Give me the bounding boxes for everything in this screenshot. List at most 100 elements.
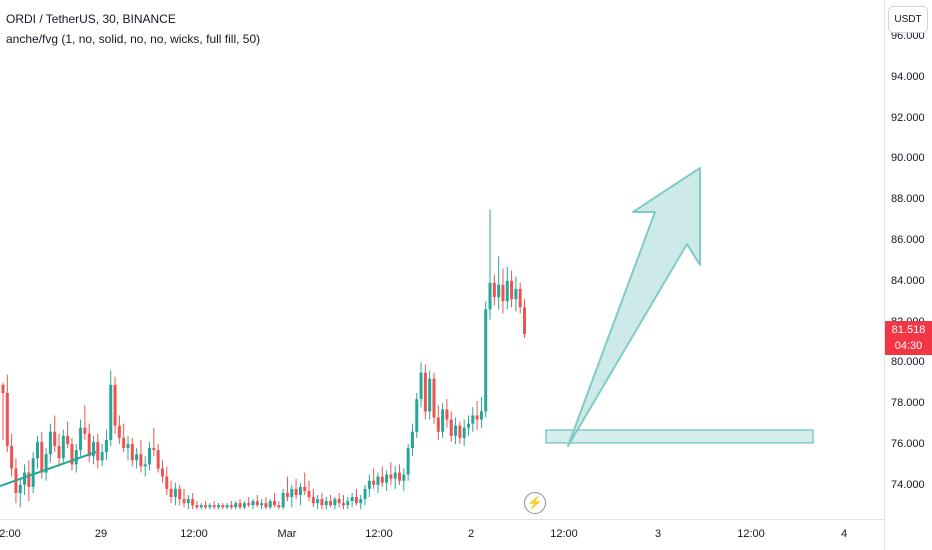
price-tick: 76.000 [891,438,925,450]
candle [497,256,501,310]
time-axis[interactable]: 2:00 29 12:00 Mar 12:00 2 12:00 3 12:00 4 [0,519,884,550]
chart-canvas[interactable] [0,0,884,519]
candle [488,209,492,320]
candle [44,448,48,481]
candle [53,415,57,453]
candle [221,503,225,510]
candle [178,484,182,506]
candle [264,497,268,510]
candle [48,423,52,463]
candle [367,474,371,498]
candle [510,270,514,308]
candle [139,439,143,473]
candle [31,452,35,493]
candle [96,433,100,469]
candle [436,405,440,440]
candle [298,482,302,506]
candle [359,495,363,510]
candle [316,495,320,510]
candle [61,429,65,465]
candle [225,503,229,510]
candle [109,370,113,447]
symbol-title[interactable]: ORDI / TetherUS, 30, BINANCE [6,12,176,26]
candle [363,484,367,506]
time-tick: 4 [840,528,848,540]
candle [217,503,220,510]
candle [117,415,121,444]
fvg-rectangle[interactable] [545,429,814,444]
candle [160,460,164,483]
candle [341,495,345,510]
chart-legend: ORDI / TetherUS, 30, BINANCE anche/fvg (… [6,9,260,49]
candle [92,435,96,465]
candle [277,501,281,510]
time-tick: 2 [467,528,475,540]
candle [385,470,389,491]
candle [27,460,31,502]
time-tick: 12:00 [180,528,208,540]
candle [148,441,152,471]
candle [346,497,350,510]
candle [122,423,126,453]
candle [402,468,406,491]
candle [23,464,27,495]
candle [311,488,315,508]
price-tick: 74.000 [891,478,925,491]
candle [389,462,393,485]
candle [173,482,177,506]
candle [247,497,251,508]
candle [18,478,22,508]
candle [518,282,522,314]
candle [337,492,341,508]
candle [242,501,246,510]
candle [212,501,216,510]
candle [182,488,186,508]
candle [135,448,139,469]
indicator-title[interactable]: anche/fvg (1, no, solid, no, no, wicks, … [6,32,261,46]
trend-line[interactable] [0,451,97,487]
candle [126,435,130,461]
candle [492,274,496,306]
candle [79,419,83,457]
candle [441,403,445,438]
chart-pane[interactable]: ORDI / TetherUS, 30, BINANCE anche/fvg (… [0,0,884,519]
candle [195,501,199,510]
last-price-value: 81.518 [891,324,926,336]
candle [238,499,242,510]
candle [423,364,427,420]
time-tick: 29 [94,528,108,540]
candle [143,456,147,477]
arrow-drawing[interactable] [567,167,701,447]
candle [458,421,462,444]
candle [333,497,337,510]
price-tick: 80.000 [891,356,925,369]
price-tick: 90.000 [891,152,925,165]
candle [479,397,483,428]
candle [523,299,527,338]
price-tick: 96.000 [891,30,925,42]
price-tick: 84.000 [891,274,925,287]
candle [410,423,414,457]
candle [505,266,509,310]
bar-countdown: 04:30 [894,340,923,352]
candle [484,301,488,418]
currency-button[interactable]: USDT [888,6,928,33]
lightning-icon[interactable]: ⚡ [524,492,546,514]
candle [152,427,156,457]
candle [10,433,14,477]
candle [320,492,324,510]
candle [229,501,233,510]
candle [5,374,9,453]
candle [307,480,311,502]
candle [398,464,402,485]
price-axis[interactable]: 96.000 94.000 92.000 90.000 88.000 86.000 84.0… [884,0,932,550]
candle [268,499,272,510]
time-tick: 12:00 [365,528,393,540]
last-price-label: 81.518 04:30 [885,321,932,355]
price-tick: 94.000 [891,70,925,83]
candle [466,415,470,436]
candle [454,417,458,444]
time-tick: 2:00 [0,528,21,540]
time-tick: 12:00 [550,528,578,540]
candle [35,435,39,469]
